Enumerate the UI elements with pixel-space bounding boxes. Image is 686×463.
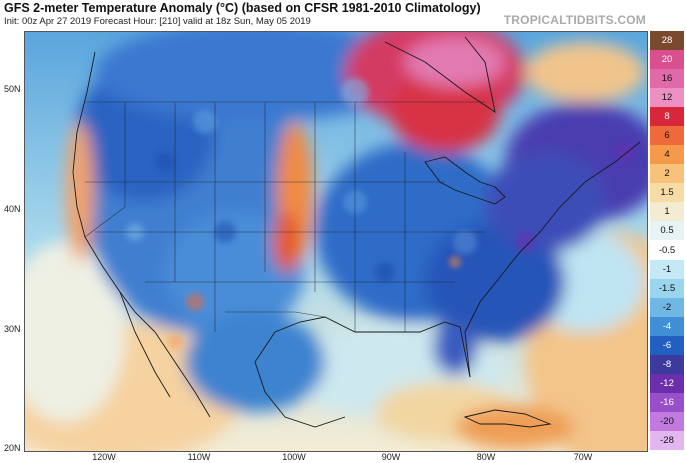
colorbar-level: -2 [650,297,684,317]
colorbar-level: -0.5 [650,240,684,260]
colorbar-level: -12 [650,373,684,393]
colorbar-level: 1.5 [650,183,684,203]
lon-label-90w: 90W [381,452,401,462]
colorbar-level: -1 [650,259,684,279]
lon-label-80w: 80W [476,452,496,462]
colorbar-legend: 28 20 16 12 8 6 4 2 1.5 1 0.5 -0.5 -1 -1.5 -2 -4 -6 -8 -12… [650,31,684,450]
colorbar-level: 1 [650,202,684,222]
colorbar-level: 4 [650,145,684,165]
lat-label-40n: 40N [4,204,21,214]
colorbar-level: -16 [650,392,684,412]
lon-label-100w: 100W [282,452,306,462]
lat-label-30n: 30N [4,324,21,334]
lat-label-50n: 50N [4,84,21,94]
colorbar-level: 28 [650,31,684,51]
brand-watermark: TROPICALTIDBITS.COM [503,13,646,27]
colorbar-level: 20 [650,50,684,70]
colorbar-level: 12 [650,88,684,108]
colorbar-level: -6 [650,335,684,355]
colorbar-level: -4 [650,316,684,336]
colorbar-level: 2 [650,164,684,184]
header: GFS 2-meter Temperature Anomaly (°C) (ba… [0,0,686,30]
lat-label-20n: 20N [4,443,21,453]
lon-label-120w: 120W [92,452,116,462]
colorbar-level: 16 [650,69,684,89]
anomaly-map [24,31,648,452]
colorbar-level: 8 [650,107,684,127]
lon-label-110w: 110W [187,452,211,462]
colorbar-level: -20 [650,411,684,431]
map-canvas [25,32,647,451]
colorbar-level: -28 [650,430,684,450]
colorbar-level: 6 [650,126,684,146]
lon-label-70w: 70W [573,452,593,462]
anomaly-field [25,32,647,451]
colorbar-level: -8 [650,354,684,374]
map-title: GFS 2-meter Temperature Anomaly (°C) (ba… [4,1,481,15]
forecast-info: Init: 00z Apr 27 2019 Forecast Hour: [21… [4,16,311,27]
colorbar-level: 0.5 [650,221,684,241]
colorbar-level: -1.5 [650,278,684,298]
state-borders [84,101,485,332]
